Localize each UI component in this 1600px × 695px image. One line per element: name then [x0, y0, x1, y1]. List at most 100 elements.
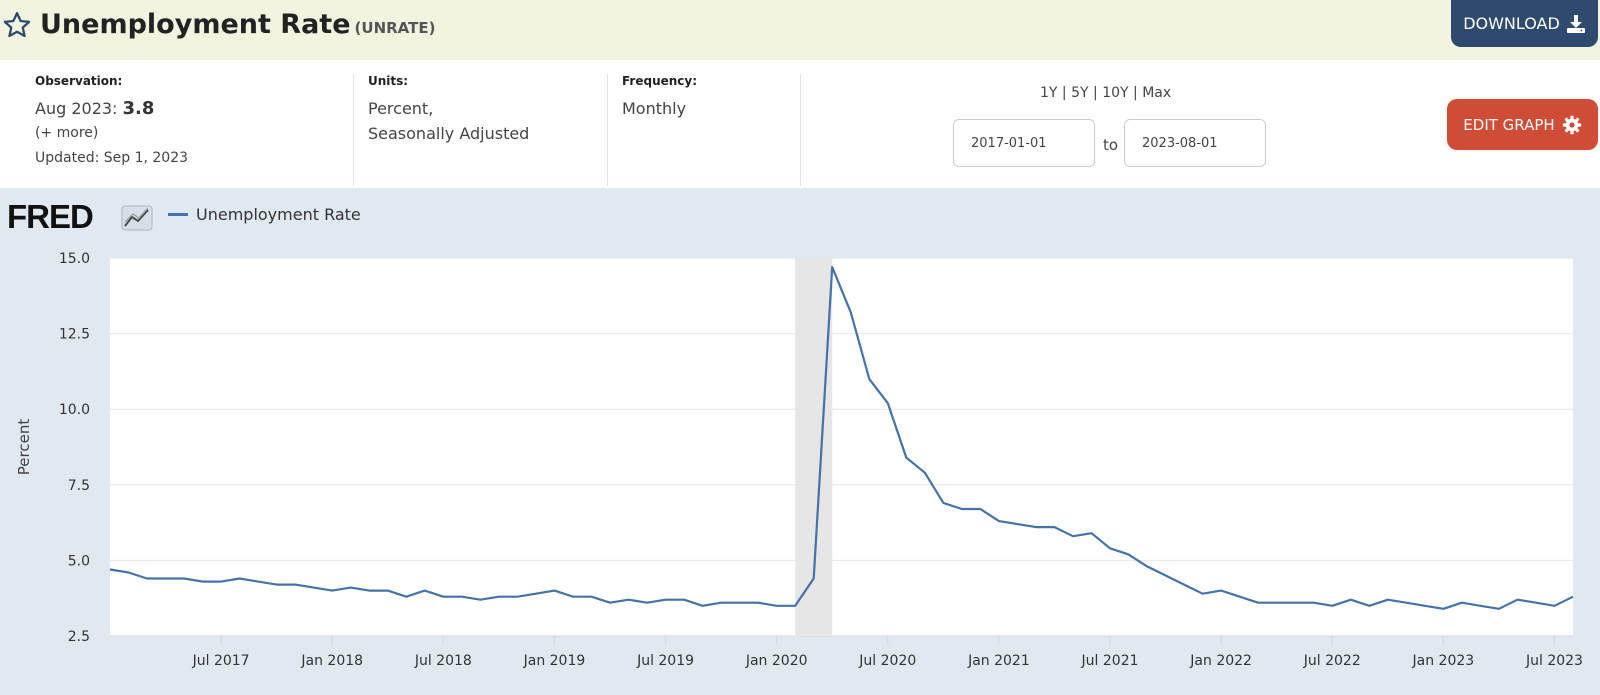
- units-section: Units: Percent, Seasonally Adjusted: [354, 74, 608, 186]
- range-links: 1Y | 5Y | 10Y | Max: [1040, 85, 1171, 101]
- data-point: [959, 506, 965, 512]
- gear-icon: [1562, 115, 1581, 134]
- legend-swatch: [168, 213, 188, 216]
- edit-graph-button[interactable]: EDIT GRAPH: [1447, 99, 1598, 150]
- unemployment-chart[interactable]: 2.55.07.510.012.515.0 Jul 2017 Jan 2018 Ju…: [0, 188, 1600, 695]
- data-point: [440, 594, 446, 600]
- data-point: [848, 309, 854, 315]
- units-line2: Seasonally Adjusted: [368, 124, 530, 143]
- data-point: [292, 582, 298, 588]
- data-point: [1144, 563, 1150, 569]
- x-tick-label: Jan 2021: [967, 653, 1030, 669]
- data-point: [1014, 521, 1020, 527]
- data-point: [922, 470, 928, 476]
- data-point: [607, 600, 613, 606]
- y-tick-label: 7.5: [68, 478, 90, 494]
- data-point: [774, 603, 780, 609]
- data-point: [1477, 603, 1483, 609]
- edit-graph-label: EDIT GRAPH: [1463, 115, 1555, 134]
- data-point: [459, 594, 465, 600]
- range-max[interactable]: Max: [1142, 85, 1172, 101]
- data-point: [663, 597, 669, 603]
- x-tick-label: Jan 2019: [523, 653, 586, 669]
- x-tick-label: Jan 2023: [1412, 653, 1475, 669]
- x-tick-label: Jul 2018: [414, 653, 472, 669]
- series-id: (UNRATE): [354, 19, 436, 37]
- range-separator: |: [1093, 85, 1098, 101]
- data-point: [1089, 530, 1095, 536]
- latest-value: 3.8: [122, 98, 155, 119]
- chart-area: FRED Unemployment Rate 2.5 5.0 7.5 10.0 12.5…: [0, 188, 1600, 695]
- end-date-input[interactable]: [1124, 119, 1266, 167]
- x-tick-label: Jan 2022: [1189, 653, 1252, 669]
- x-tick-label: Jul 2020: [858, 653, 916, 669]
- data-point: [903, 455, 909, 461]
- frequency-section: Frequency: Monthly: [608, 74, 801, 186]
- observation-label: Observation:: [35, 74, 123, 88]
- range-5y[interactable]: 5Y: [1071, 85, 1089, 101]
- data-point: [570, 594, 576, 600]
- data-point: [1551, 603, 1557, 609]
- data-point: [829, 264, 835, 270]
- range-separator: |: [1133, 85, 1138, 101]
- download-button[interactable]: DOWNLOAD: [1451, 0, 1598, 47]
- data-point: [348, 585, 354, 591]
- data-point: [866, 376, 872, 382]
- data-point: [1200, 591, 1206, 597]
- data-point: [792, 603, 798, 609]
- units-line1: Percent,: [368, 99, 434, 118]
- fred-logo: FRED: [7, 200, 153, 235]
- data-point: [1218, 588, 1224, 594]
- data-point: [1496, 606, 1502, 612]
- y-axis-ticks: 2.5 5.0 7.5 10.0 12.5 15.0: [59, 251, 90, 645]
- plot-background: [110, 258, 1573, 636]
- data-point: [1440, 606, 1446, 612]
- data-point: [311, 585, 317, 591]
- y-tick-label: 10.0: [59, 402, 90, 418]
- observation-date: Aug 2023:: [35, 99, 118, 118]
- data-point: [1385, 597, 1391, 603]
- start-date-input[interactable]: [953, 119, 1095, 167]
- data-point: [1533, 600, 1539, 606]
- data-point: [274, 582, 280, 588]
- frequency-label: Frequency:: [622, 74, 698, 88]
- range-separator: |: [1061, 85, 1067, 101]
- data-point: [1292, 600, 1298, 606]
- data-point: [403, 594, 409, 600]
- data-point: [533, 591, 539, 597]
- to-label: to: [1103, 136, 1119, 154]
- range-1y[interactable]: 1Y: [1040, 85, 1058, 101]
- series-title: Unemployment Rate: [40, 9, 351, 40]
- data-point: [1163, 573, 1169, 579]
- data-point: [385, 588, 391, 594]
- data-point: [1348, 597, 1354, 603]
- data-point: [477, 597, 483, 603]
- data-point: [1181, 582, 1187, 588]
- series-line-unemployment-rate: [109, 265, 1574, 610]
- data-point: [237, 576, 243, 582]
- data-point: [255, 579, 261, 585]
- data-point: [218, 579, 224, 585]
- star-outline-icon[interactable]: [2, 10, 32, 40]
- data-point: [181, 576, 187, 582]
- series-header: Unemployment Rate (UNRATE) DOWNLOAD: [0, 0, 1600, 60]
- legend-label: Unemployment Rate: [196, 205, 361, 224]
- data-point: [1126, 551, 1132, 557]
- x-tick-label: Jul 2023: [1525, 653, 1583, 669]
- data-point: [737, 600, 743, 606]
- data-point: [626, 597, 632, 603]
- updated-date: Updated: Sep 1, 2023: [35, 150, 189, 166]
- data-point: [1274, 600, 1280, 606]
- data-point: [700, 603, 706, 609]
- data-point: [1514, 597, 1520, 603]
- data-point: [1070, 533, 1076, 539]
- chart-legend: Unemployment Rate: [168, 205, 361, 224]
- more-link[interactable]: (+ more): [35, 125, 99, 141]
- y-axis-label: Percent: [15, 419, 33, 476]
- data-point: [940, 500, 946, 506]
- data-point: [514, 594, 520, 600]
- y-tick-label: 5.0: [68, 553, 90, 569]
- download-icon: [1566, 14, 1585, 33]
- data-point: [977, 506, 983, 512]
- range-10y[interactable]: 10Y: [1102, 85, 1129, 101]
